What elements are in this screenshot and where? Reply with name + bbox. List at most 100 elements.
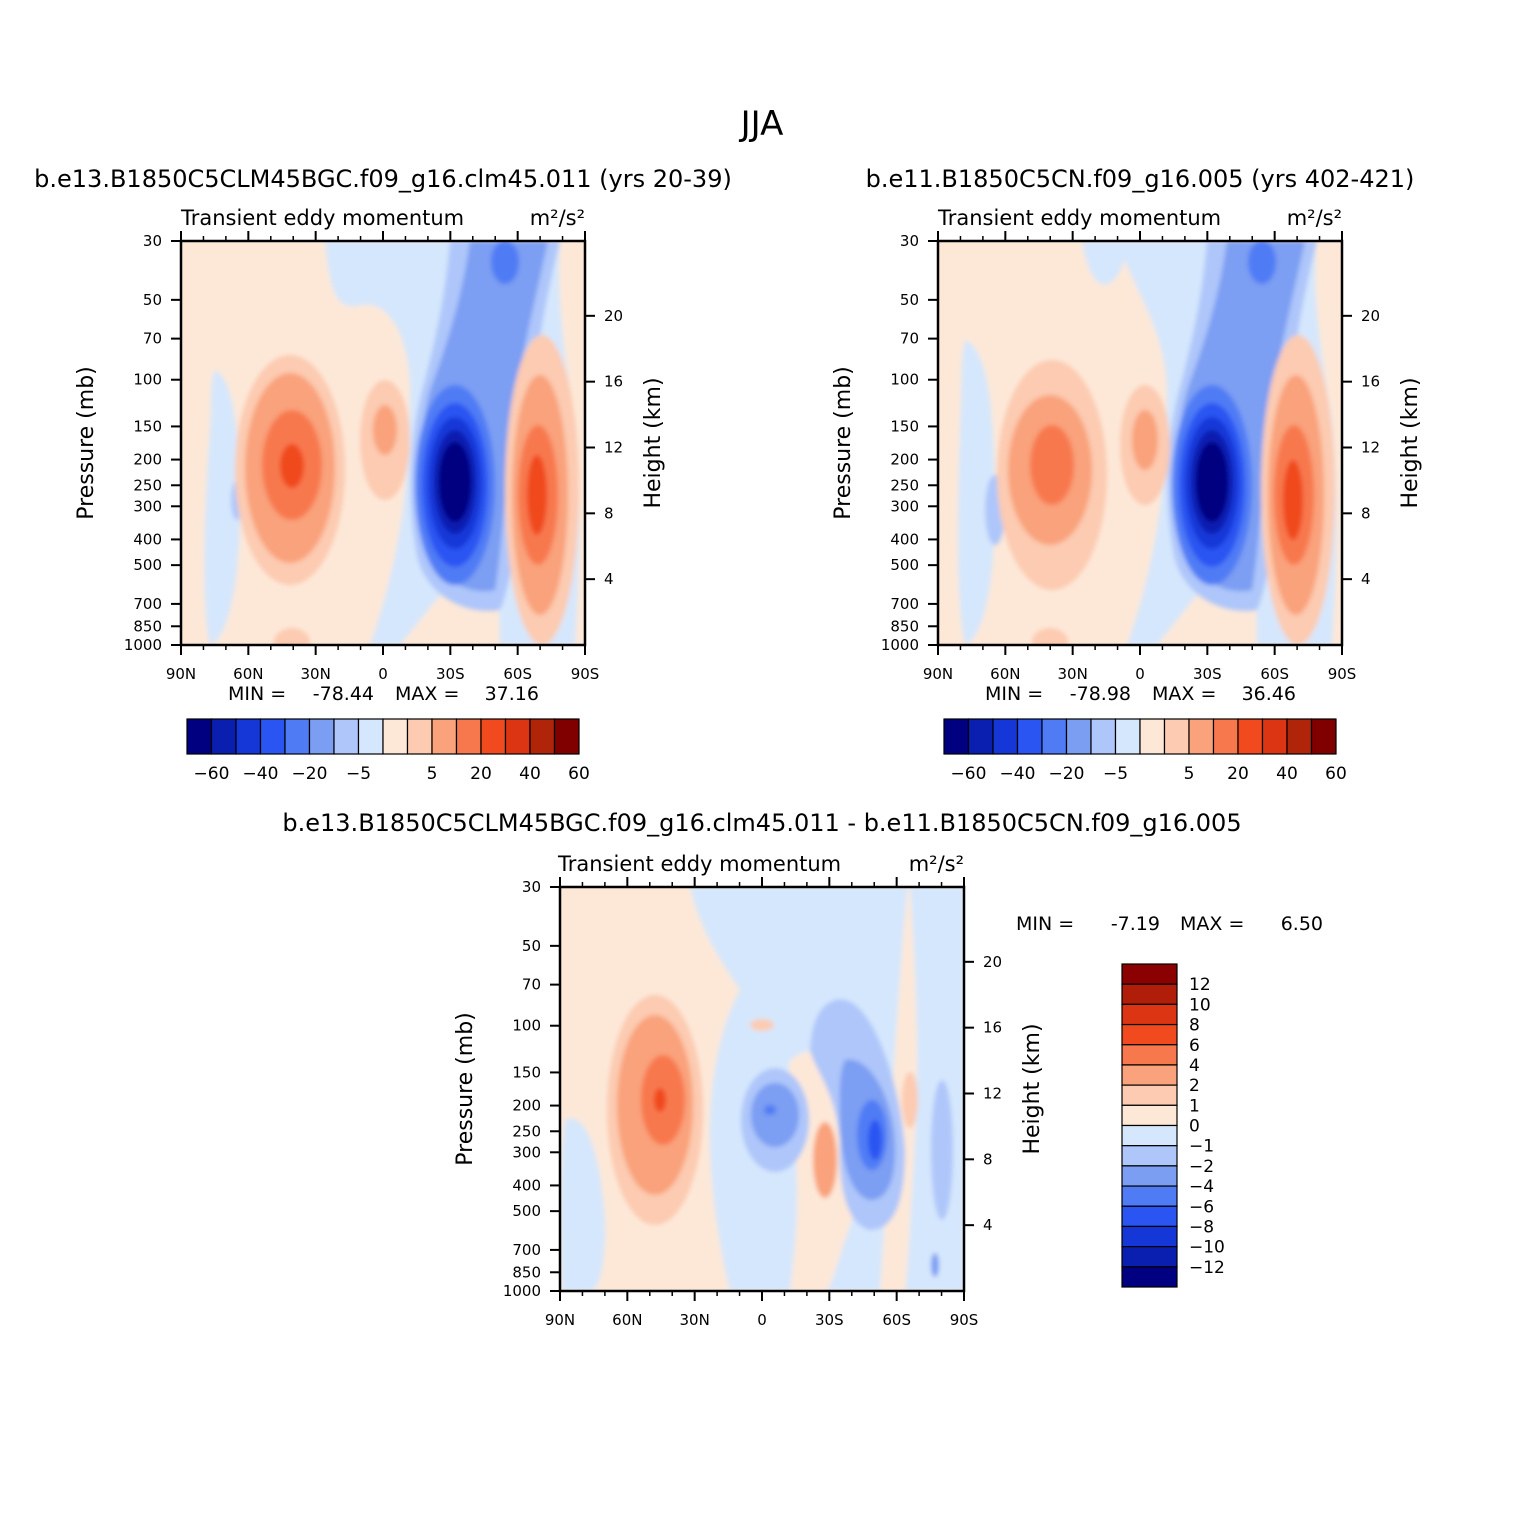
y-tick-label: 400 bbox=[890, 530, 919, 548]
panel-3-ticks: 305070100150200250300400500700850100090N… bbox=[453, 877, 1045, 1329]
colorbar-label: 2 bbox=[1189, 1076, 1200, 1096]
colorbar-swatch bbox=[1065, 718, 1092, 755]
panel-3-field-label: Transient eddy momentum bbox=[557, 852, 841, 876]
colorbar-label: 1 bbox=[1189, 1096, 1200, 1116]
colorbar-swatch bbox=[259, 718, 286, 755]
panel-2-colorbar: −60 −40 −20 −5 5 20 40 60 bbox=[943, 718, 1347, 784]
height-tick-label: 8 bbox=[983, 1150, 993, 1168]
y-tick-label: 100 bbox=[133, 371, 162, 389]
y-tick-label: 200 bbox=[890, 451, 919, 469]
panel-3-max-label: MAX = bbox=[1180, 913, 1244, 935]
panel-1-ticks: 305070100150200250300400500700850100090N… bbox=[74, 231, 666, 683]
y-tick-label: 50 bbox=[900, 291, 919, 309]
panel-3-units: m²/s² bbox=[909, 852, 964, 876]
colorbar-swatch bbox=[1016, 718, 1043, 755]
colorbar-label: −2 bbox=[1189, 1157, 1214, 1177]
colorbar-swatch bbox=[553, 718, 580, 755]
y-tick-label: 250 bbox=[890, 476, 919, 494]
figure-title: JJA bbox=[739, 104, 784, 144]
panel-1-min-value: -78.44 bbox=[313, 683, 374, 705]
y-tick-label: 50 bbox=[143, 291, 162, 309]
panel-3-min-label: MIN = bbox=[1016, 913, 1074, 935]
colorbar-label: −40 bbox=[1000, 764, 1036, 784]
x-tick-label: 90S bbox=[571, 665, 600, 683]
x-tick-label: 90N bbox=[923, 665, 953, 683]
colorbar-swatch bbox=[1121, 1104, 1178, 1127]
height-tick-label: 12 bbox=[983, 1084, 1002, 1102]
height-tick-label: 16 bbox=[1361, 373, 1380, 391]
height-tick-label: 12 bbox=[604, 438, 623, 456]
colorbar-label: −1 bbox=[1189, 1137, 1214, 1157]
x-tick-label: 60N bbox=[233, 665, 263, 683]
colorbar-label: −20 bbox=[1049, 764, 1085, 784]
colorbar-swatch bbox=[504, 718, 531, 755]
colorbar-label: 8 bbox=[1189, 1016, 1200, 1036]
y-tick-label: 500 bbox=[133, 556, 162, 574]
colorbar-label: 10 bbox=[1189, 995, 1211, 1015]
panel-1-max-value: 37.16 bbox=[485, 683, 539, 705]
colorbar-swatch bbox=[1121, 1145, 1178, 1167]
y-axis-title: Pressure (mb) bbox=[74, 366, 99, 520]
colorbar-label: 40 bbox=[1276, 764, 1298, 784]
y-tick-label: 200 bbox=[512, 1097, 541, 1115]
x-tick-label: 30N bbox=[301, 665, 331, 683]
y-tick-label: 70 bbox=[900, 330, 919, 348]
y-tick-label: 30 bbox=[522, 878, 541, 896]
x-tick-label: 0 bbox=[1135, 665, 1145, 683]
y-tick-label: 500 bbox=[890, 556, 919, 574]
colorbar-swatch bbox=[1237, 718, 1264, 755]
colorbar-swatch bbox=[1121, 1165, 1178, 1187]
colorbar-label: 60 bbox=[568, 764, 590, 784]
panel-1-units: m²/s² bbox=[530, 206, 585, 230]
colorbar-swatch bbox=[1163, 718, 1190, 755]
height-tick-label: 16 bbox=[604, 373, 623, 391]
y-tick-label: 150 bbox=[512, 1063, 541, 1081]
panel-1-min-label: MIN = bbox=[228, 683, 286, 705]
colorbar-swatch bbox=[1121, 1266, 1178, 1288]
x-tick-label: 60N bbox=[990, 665, 1020, 683]
colorbar-label: 5 bbox=[427, 764, 438, 784]
y-tick-label: 1000 bbox=[881, 636, 919, 654]
height-tick-label: 20 bbox=[1361, 307, 1380, 325]
height-tick-label: 12 bbox=[1361, 438, 1380, 456]
colorbar-swatch bbox=[1121, 1023, 1178, 1046]
y-tick-label: 300 bbox=[890, 497, 919, 515]
colorbar-label: −4 bbox=[1189, 1177, 1214, 1197]
panel-2-min-value: -78.98 bbox=[1070, 683, 1131, 705]
colorbar-swatch bbox=[1121, 1185, 1178, 1207]
y-tick-label: 850 bbox=[512, 1263, 541, 1281]
y-tick-label: 30 bbox=[143, 232, 162, 250]
x-tick-label: 90N bbox=[545, 1311, 575, 1329]
colorbar-swatch bbox=[1121, 963, 1178, 985]
colorbar-swatch bbox=[333, 718, 360, 755]
height-axis-title: Height (km) bbox=[641, 377, 666, 508]
colorbar-swatch bbox=[284, 718, 311, 755]
colorbar-swatch bbox=[357, 718, 384, 755]
colorbar-swatch bbox=[1121, 1205, 1178, 1228]
colorbar-swatch bbox=[967, 718, 994, 755]
colorbar-swatch bbox=[1310, 718, 1337, 755]
height-axis-title: Height (km) bbox=[1020, 1023, 1045, 1154]
colorbar-label: −60 bbox=[951, 764, 987, 784]
colorbar-swatch bbox=[1121, 1225, 1178, 1248]
y-tick-label: 850 bbox=[890, 617, 919, 635]
panel-2-ticks: 305070100150200250300400500700850100090N… bbox=[831, 231, 1423, 683]
y-tick-label: 250 bbox=[133, 476, 162, 494]
panel-difference: b.e13.B1850C5CLM45BGC.f09_g16.clm45.011 … bbox=[282, 809, 1323, 1329]
panel-2-contour-field bbox=[938, 241, 1342, 645]
y-tick-label: 50 bbox=[522, 937, 541, 955]
colorbar-swatch bbox=[1121, 1084, 1178, 1106]
colorbar-swatch bbox=[992, 718, 1019, 755]
panel-3-contour-field bbox=[560, 887, 964, 1291]
colorbar-swatch bbox=[1286, 718, 1313, 755]
colorbar-label: −12 bbox=[1189, 1258, 1225, 1278]
y-tick-label: 150 bbox=[133, 417, 162, 435]
y-tick-label: 200 bbox=[133, 451, 162, 469]
x-tick-label: 30S bbox=[436, 665, 465, 683]
panel-1-colorbar: −60 −40 −20 −5 5 20 40 60 bbox=[186, 718, 590, 784]
panel-3-max-value: 6.50 bbox=[1281, 913, 1323, 935]
x-tick-label: 60N bbox=[612, 1311, 642, 1329]
colorbar-label: 12 bbox=[1189, 975, 1211, 995]
colorbar-swatch bbox=[1041, 718, 1068, 755]
colorbar-label: 60 bbox=[1325, 764, 1347, 784]
